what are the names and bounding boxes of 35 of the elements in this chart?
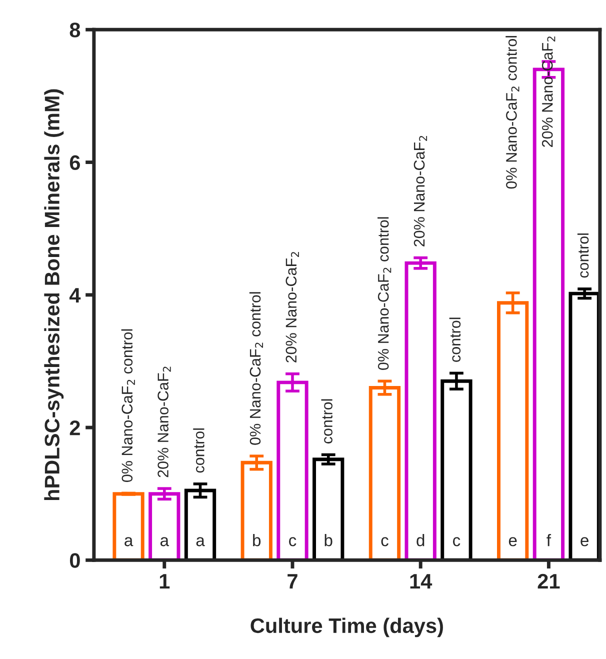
annotation: a <box>160 537 170 546</box>
annotation: c <box>381 537 388 546</box>
y-tick-label: 4 <box>69 288 81 302</box>
text: 20% Nano-CaF$_{2}$ <box>286 252 299 362</box>
text: control <box>193 428 204 473</box>
annotation: a <box>196 537 205 546</box>
text: control <box>577 233 589 278</box>
text: 0% Nano-CaF$_{2}$ control <box>378 217 392 370</box>
text: 0% Nano-CaF$_{2}$ control <box>121 329 135 482</box>
annotation: a <box>124 537 134 546</box>
y-tick-label: 6 <box>70 155 80 170</box>
annotation: e <box>508 537 517 546</box>
text: control <box>449 318 461 362</box>
x-tick-label: 1 <box>160 574 170 588</box>
x-axis-title: Culture Time (days) <box>250 618 443 638</box>
text: 20% Nano-CaF$_{2}$ <box>158 366 171 478</box>
text: 20% Nano-CaF$_{2}$ <box>414 136 428 246</box>
y-tick-label: 2 <box>70 420 80 436</box>
y-axis-title: hPDLSC-synthesized Bone Minerals (mM) <box>44 89 64 500</box>
annotation: c <box>289 537 296 546</box>
annotation: c <box>453 537 460 546</box>
x-tick-label: 21 <box>538 574 560 588</box>
x-tick-label: 14 <box>410 574 432 588</box>
annotation: d <box>416 534 424 546</box>
y-tick-label: 8 <box>70 22 80 38</box>
y-tick-label: 0 <box>70 553 80 568</box>
annotation: b <box>253 534 261 546</box>
annotation: b <box>324 534 332 546</box>
text: control <box>321 399 332 444</box>
annotation: e <box>580 537 588 546</box>
x-tick-label: 7 <box>288 574 298 588</box>
text: 0% Nano-CaF$_{2}$ control <box>249 292 263 445</box>
series-label: 20% Nano-CaF$_{2}$ <box>542 36 556 147</box>
text: 0% Nano-CaF$_{2}$ control <box>506 36 520 189</box>
annotation: f <box>546 534 552 546</box>
